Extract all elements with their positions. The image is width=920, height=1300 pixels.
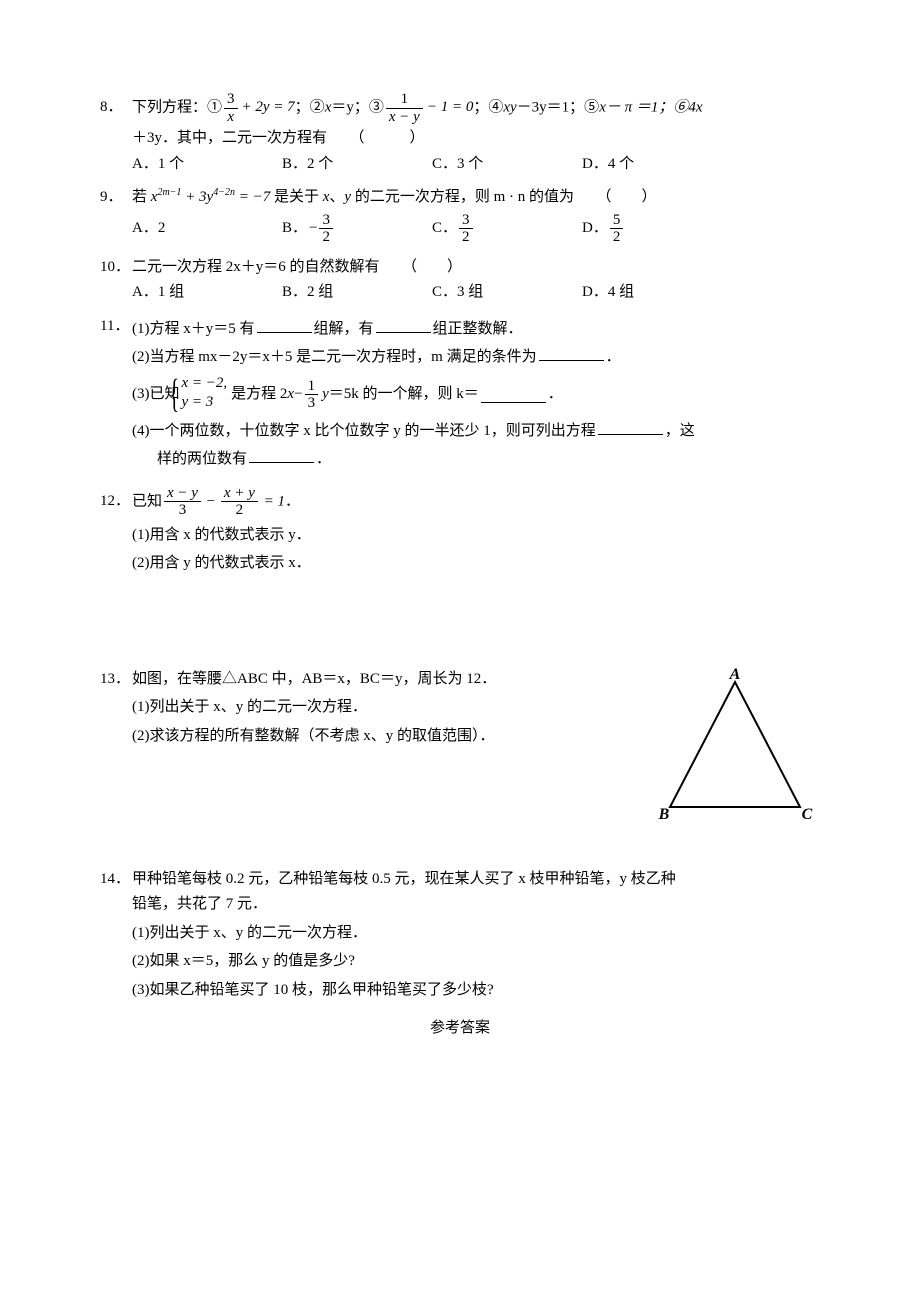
q8-xy: xy xyxy=(503,99,516,115)
q8-minus3y: －3y＝1；⑤ xyxy=(517,99,600,115)
q9-text-d: 的二元一次方程，则 m · n 的值为 （ ） xyxy=(351,189,656,205)
q8-number: 8． xyxy=(100,95,132,121)
q8-eqy: ＝y xyxy=(331,99,354,115)
q13-sub2: (2)求该方程的所有整数解（不考虑 x、y 的取值范围）． xyxy=(100,724,640,750)
q13-number: 13． xyxy=(100,667,132,693)
q14-sub1: (1)列出关于 x、y 的二元一次方程． xyxy=(132,921,820,947)
q9-opt-d: D．52 xyxy=(582,212,732,246)
label-c: C xyxy=(802,806,813,823)
q8-opt-b: B．2 个 xyxy=(282,152,432,178)
q10-options: A．1 组 B．2 组 C．3 组 D．4 组 xyxy=(100,280,820,306)
question-14: 14． 甲种铅笔每枝 0.2 元，乙种铅笔每枝 0.5 元，现在某人买了 x 枝… xyxy=(100,867,820,1007)
triangle-svg: A B C xyxy=(650,667,820,827)
answers-heading: 参考答案 xyxy=(100,1016,820,1042)
blank-field xyxy=(481,387,546,403)
q8-text-a: 下列方程：① xyxy=(132,99,222,115)
q11-sub2: (2)当方程 mx－2y＝x＋5 是二元一次方程时，m 满足的条件为． xyxy=(132,345,820,371)
q11-brace: x = −2,y = 3 xyxy=(180,374,228,416)
question-13: 13． 如图，在等腰△ABC 中，AB＝x，BC＝y，周长为 12． (1)列出… xyxy=(100,667,820,827)
q9-body: 若 x2m−1 + 3y4−2n = −7 是关于 x、y 的二元一次方程，则 … xyxy=(132,185,820,211)
q11-sub4-cont: 样的两位数有． xyxy=(132,447,820,473)
q10-text: 二元一次方程 2x＋y＝6 的自然数解有 （ ） xyxy=(132,255,820,281)
q8-frac1-after: + 2y = 7 xyxy=(242,99,295,115)
q8-line2: ＋3y．其中，二元一次方程有 （ ） xyxy=(100,126,820,152)
q14-sub3: (3)如果乙种铅笔买了 10 枝，那么甲种铅笔买了多少枝? xyxy=(132,978,820,1004)
question-11: 11． (1)方程 x＋y＝5 有组解，有组正整数解． (2)当方程 mx－2y… xyxy=(100,314,820,476)
q8-opt-d: D．4 个 xyxy=(582,152,732,178)
q8-options: A．1 个 B．2 个 C．3 个 D．4 个 xyxy=(100,152,820,178)
q8-text-d: ；④ xyxy=(473,99,503,115)
q8-opt-a: A．1 个 xyxy=(132,152,282,178)
q12-number: 12． xyxy=(100,489,132,515)
q11-sub1: (1)方程 x＋y＝5 有组解，有组正整数解． xyxy=(132,317,820,343)
blank-field xyxy=(257,317,312,333)
q9-sup2: 4−2n xyxy=(213,187,235,198)
q8-frac1: 3x xyxy=(224,91,238,125)
question-8: 8． 下列方程：①3x+ 2y = 7；②x＝y；③1x − y− 1 = 0；… xyxy=(100,90,820,177)
q8-body: 下列方程：①3x+ 2y = 7；②x＝y；③1x − y− 1 = 0；④xy… xyxy=(132,91,820,125)
blank-field xyxy=(539,345,604,361)
q8-frac2: 1x − y xyxy=(386,91,423,125)
q10-opt-b: B．2 组 xyxy=(282,280,432,306)
q10-number: 10． xyxy=(100,255,132,281)
q8-text-b: ；② xyxy=(295,99,325,115)
q13-sub1: (1)列出关于 x、y 的二元一次方程． xyxy=(100,695,640,721)
question-9: 9． 若 x2m−1 + 3y4−2n = −7 是关于 x、y 的二元一次方程… xyxy=(100,185,820,247)
blank-field xyxy=(598,419,663,435)
q9-plus3: + 3 xyxy=(181,189,206,205)
question-12: 12． 已知x − y3 − x + y2 = 1． (1)用含 x 的代数式表… xyxy=(100,484,820,577)
q12-sub1: (1)用含 x 的代数式表示 y． xyxy=(100,523,820,549)
q9-opt-b: B．−32 xyxy=(282,212,432,246)
q9-number: 9． xyxy=(100,185,132,211)
q12-sub2: (2)用含 y 的代数式表示 x． xyxy=(100,551,820,577)
label-b: B xyxy=(658,806,670,823)
blank-field xyxy=(249,447,314,463)
q9-text-a: 若 xyxy=(132,189,147,205)
q10-opt-c: C．3 组 xyxy=(432,280,582,306)
triangle-figure: A B C xyxy=(650,667,820,827)
q9-options: A．2 B．−32 C．32 D．52 xyxy=(100,211,820,247)
q8-frac2-after: − 1 = 0 xyxy=(427,99,474,115)
q8-opt-c: C．3 个 xyxy=(432,152,582,178)
q14-text1: 甲种铅笔每枝 0.2 元，乙种铅笔每枝 0.5 元，现在某人买了 x 枝甲种铅笔… xyxy=(132,867,820,893)
blank-field xyxy=(376,317,431,333)
q8-xpi: x－ π ＝1；⑥4x xyxy=(599,99,702,115)
q11-sub3: (3)已知 x = −2,y = 3 是方程 2x−13y＝5k 的一个解，则 … xyxy=(132,374,820,416)
q10-opt-d: D．4 组 xyxy=(582,280,732,306)
q11-number: 11． xyxy=(100,314,132,340)
q13-text: 如图，在等腰△ABC 中，AB＝x，BC＝y，周长为 12． xyxy=(132,667,640,693)
q14-text2: 铅笔，共花了 7 元． xyxy=(132,892,820,918)
q9-sup1: 2m−1 xyxy=(157,187,181,198)
q9-text-c: 、 xyxy=(329,189,344,205)
q11-sub4: (4)一个两位数，十位数字 x 比个位数字 y 的一半还少 1，则可列出方程，这 xyxy=(132,419,820,445)
q9-opt-c: C．32 xyxy=(432,212,582,246)
q12-body: 已知x − y3 − x + y2 = 1． xyxy=(132,485,820,519)
q10-opt-a: A．1 组 xyxy=(132,280,282,306)
q9-opt-a: A．2 xyxy=(132,216,282,242)
q14-number: 14． xyxy=(100,867,132,893)
q9-eq: = −7 xyxy=(235,189,270,205)
question-10: 10． 二元一次方程 2x＋y＝6 的自然数解有 （ ） A．1 组 B．2 组… xyxy=(100,255,820,306)
q8-text-c: ；③ xyxy=(354,99,384,115)
q14-sub2: (2)如果 x＝5，那么 y 的值是多少? xyxy=(132,949,820,975)
label-a: A xyxy=(729,667,741,683)
q9-text-b: 是关于 xyxy=(270,189,323,205)
